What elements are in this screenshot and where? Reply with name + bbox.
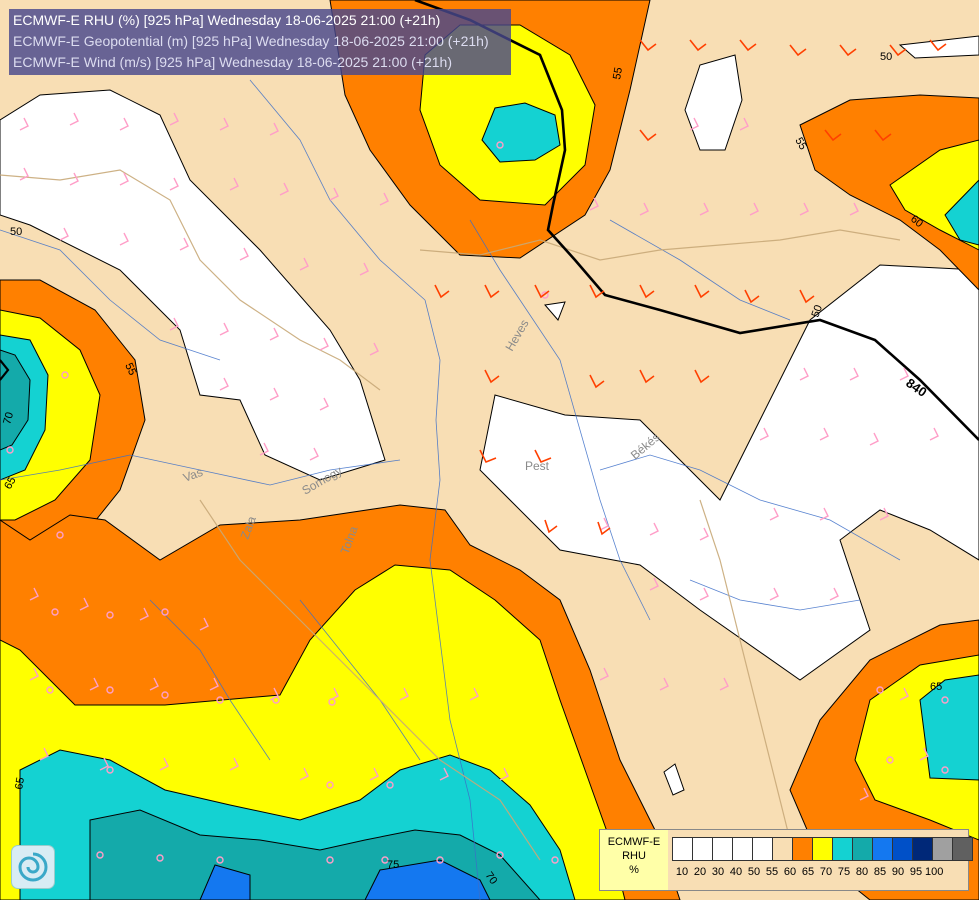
legend-tick: 50: [747, 866, 761, 878]
legend-swatch: [672, 837, 693, 861]
geopotential-contour: [414, 0, 979, 441]
legend-tick: 30: [711, 866, 725, 878]
legend-tick: 70: [819, 866, 833, 878]
legend-swatch: [892, 837, 913, 861]
legend-tick: 20: [693, 866, 707, 878]
legend-swatch: [732, 837, 753, 861]
contour-label: 55: [611, 66, 625, 80]
rhu-dry-zone-north: [684, 54, 743, 151]
contour-label: 70: [1, 411, 16, 426]
legend-swatch: [692, 837, 713, 861]
ecmwf-logo: [11, 845, 55, 889]
legend-swatch: [812, 837, 833, 861]
legend-tick: 60: [783, 866, 797, 878]
map-title-box: ECMWF-E RHU (%) [925 hPa] Wednesday 18-0…: [9, 9, 511, 75]
rhu-dry-zone-small: [544, 301, 566, 321]
contour-label: 55: [792, 136, 809, 153]
contour-label: 50: [880, 51, 892, 63]
region-label-pest: Pest: [525, 459, 550, 473]
legend-swatch: [932, 837, 953, 861]
contour-label: 65: [930, 681, 942, 693]
contour-label: 70: [483, 870, 500, 887]
legend-swatch: [712, 837, 733, 861]
legend-swatches: [672, 837, 973, 861]
legend-tick: 40: [729, 866, 743, 878]
legend-tick: 75: [837, 866, 851, 878]
legend-swatch: [852, 837, 873, 861]
contour-label: 50: [10, 226, 22, 238]
region-label-vas: Vas: [181, 465, 204, 485]
color-legend: ECMWF-E RHU % 10 20 30 40 50 55 60 65 70 75 80 85 90…: [599, 829, 973, 891]
legend-tick: 90: [891, 866, 905, 878]
legend-swatch: [912, 837, 933, 861]
legend-tick: 95: [909, 866, 923, 878]
ecmwf-swirl-icon: [18, 852, 48, 882]
legend-tick: 65: [801, 866, 815, 878]
legend-swatch: [872, 837, 893, 861]
legend-tick: 55: [765, 866, 779, 878]
legend-tick: 10: [675, 866, 689, 878]
legend-swatch: [832, 837, 853, 861]
contour-label: 55: [122, 361, 138, 377]
legend-ticks: 10 20 30 40 50 55 60 65 70 75 80 85 90 95 100: [673, 866, 943, 878]
legend-tick: 80: [855, 866, 869, 878]
legend-tick: 85: [873, 866, 887, 878]
rhu-dry-zone-northwest: [0, 89, 386, 481]
contour-label: 75: [387, 859, 399, 871]
contour-label: 65: [2, 475, 19, 492]
legend-swatch: [952, 837, 973, 861]
contour-label: 65: [13, 776, 27, 790]
legend-tick: 100: [925, 866, 944, 878]
title-geopotential: ECMWF-E Geopotential (m) [925 hPa] Wedne…: [13, 33, 489, 49]
title-wind: ECMWF-E Wind (m/s) [925 hPa] Wednesday 1…: [13, 54, 452, 70]
rhu-dry-zone-corner: [898, 35, 979, 59]
legend-unit: %: [629, 864, 639, 876]
legend-label: ECMWF-E RHU %: [600, 830, 668, 890]
legend-variable: RHU: [622, 850, 646, 862]
contour-label: 50: [810, 303, 825, 319]
rhu-dry-zone-south: [663, 763, 685, 796]
legend-swatch: [772, 837, 793, 861]
legend-swatch: [792, 837, 813, 861]
legend-title: ECMWF-E: [607, 836, 661, 848]
legend-swatch: [752, 837, 773, 861]
title-rhu: ECMWF-E RHU (%) [925 hPa] Wednesday 18-0…: [13, 12, 441, 28]
